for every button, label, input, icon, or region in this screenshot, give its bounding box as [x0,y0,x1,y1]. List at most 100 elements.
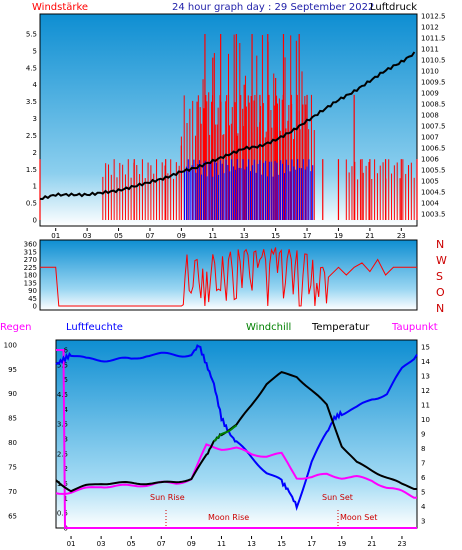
wind-axis-time: 01 03 05 07 09 11 13 15 17 19 21 23 [51,228,406,240]
sun-rise-annotation: Sun Rise [150,493,185,502]
temperature-panel [55,339,418,529]
rain-tick-label: 4.5 [57,391,68,399]
time-tick-label: 07 [157,540,166,548]
compass-label: S [436,270,443,283]
time-tick-label: 01 [51,232,60,240]
time-tick-label: 17 [307,540,316,548]
humidity-label: Luftfeuchte [66,322,123,333]
dewpoint-label: Taupunkt [391,322,438,333]
pressure-tick-label: 1007.5 [421,123,446,131]
wind-axis-left: 5.5 5 4.5 4 3.5 3 2.5 2 1.5 1 0.5 0 [26,31,38,225]
temperature-tick-label: 11 [421,402,430,410]
time-tick-label: 17 [303,232,312,240]
rain-tick-label: 3 [64,436,68,444]
moon-rise-annotation: Moon Rise [208,513,249,522]
temperature-tick-label: 5 [421,488,425,496]
pressure-tick-label: 1004.5 [421,189,446,197]
time-tick-label: 03 [97,540,106,548]
time-tick-label: 05 [127,540,136,548]
time-tick-label: 07 [145,232,154,240]
time-tick-label: 19 [337,540,346,548]
direction-tick-label: 135 [24,279,37,287]
pressure-line [39,51,416,201]
humidity-tick-label: 70 [8,488,17,496]
direction-tick-label: 360 [24,241,37,249]
temperature-tick-label: 13 [421,373,430,381]
temperature-tick-label: 7 [421,459,425,467]
time-tick-label: 05 [114,232,123,240]
rain-tick-label: 2.5 [57,450,68,458]
compass-label: W [436,254,447,267]
pressure-tick-label: 1009 [421,90,439,98]
direction-tick-label: 180 [24,272,37,280]
humidity-tick-label: 65 [8,512,17,520]
pressure-tick-label: 1006 [421,156,439,164]
time-tick-label: 13 [247,540,256,548]
pressure-tick-label: 1006.5 [421,145,446,153]
humidity-tick-label: 95 [8,366,17,374]
temperature-axis-time: 01 03 05 07 09 11 13 15 17 19 21 23 [67,536,406,548]
temperature-tick-label: 4 [421,503,426,511]
rain-tick-label: 4 [64,406,69,414]
moon-set-annotation: Moon Set [340,513,377,522]
direction-tick-label: 45 [28,295,37,303]
humidity-tick-label: 100 [4,341,17,349]
pressure-tick-label: 1005.5 [421,167,446,175]
time-tick-label: 21 [367,540,376,548]
time-tick-label: 23 [397,232,406,240]
pressure-tick-label: 1005 [421,178,439,186]
time-tick-label: 13 [240,232,249,240]
rain-tick-label: 5 [64,376,68,384]
wind-tick-label: 1.5 [26,166,37,174]
temperature-axis: 15 14 13 12 11 10 9 8 7 6 5 4 3 [421,344,430,526]
compass-label: N [436,238,444,251]
time-tick-label: 19 [334,232,343,240]
pressure-tick-label: 1009.5 [421,79,446,87]
wind-tick-label: 3.5 [26,98,37,106]
time-tick-label: 15 [277,540,286,548]
rain-tick-label: 6 [64,347,69,355]
temperature-tick-label: 14 [421,358,430,366]
wind-tick-label: 3 [33,115,37,123]
rain-tick-label: 0.5 [57,510,68,518]
time-tick-label: 21 [365,232,374,240]
wind-tick-label: 0 [33,217,37,225]
wind-direction-panel [39,239,418,311]
direction-tick-label: 315 [24,248,37,256]
rain-tick-label: 3.5 [57,421,68,429]
rain-tick-label: 1 [64,495,68,503]
compass-label: O [436,286,445,299]
pressure-tick-label: 1008.5 [421,101,446,109]
sun-set-annotation: Sun Set [322,493,353,502]
rain-tick-label: 5.5 [57,361,68,369]
wind-tick-label: 5.5 [26,31,37,39]
time-tick-label: 01 [67,540,76,548]
pressure-label: Luftdruck [370,2,417,13]
pressure-tick-label: 1008 [421,112,439,120]
humidity-tick-label: 90 [8,390,17,398]
windchill-line [213,424,238,442]
humidity-tick-label: 85 [8,415,17,423]
dewpoint-line [55,443,418,499]
wind-gust-series [184,159,314,220]
humidity-tick-label: 80 [8,439,17,447]
time-tick-label: 11 [217,540,226,548]
pressure-tick-label: 1010 [421,68,439,76]
wind-tick-label: 1 [33,183,37,191]
time-tick-label: 09 [177,232,186,240]
rain-tick-label: 2 [64,465,68,473]
rain-line [56,349,417,529]
wind-tick-label: 2.5 [26,132,37,140]
time-tick-label: 23 [397,540,406,548]
pressure-tick-label: 1012.5 [421,13,446,21]
wind-direction-line [40,247,417,307]
humidity-axis: 100 95 90 85 80 75 70 65 [4,341,17,520]
wind-tick-label: 4.5 [26,64,37,72]
pressure-axis-right: 1012.5 1012 1011.5 1011 1010.5 1010 1009.5 1009… [421,13,446,219]
pressure-tick-label: 1011 [421,46,439,54]
wind-speed-label: Windstärke [32,2,88,13]
wind-tick-label: 5 [33,47,37,55]
temperature-tick-label: 9 [421,431,425,439]
time-tick-label: 11 [208,232,217,240]
pressure-tick-label: 1004 [421,200,439,208]
